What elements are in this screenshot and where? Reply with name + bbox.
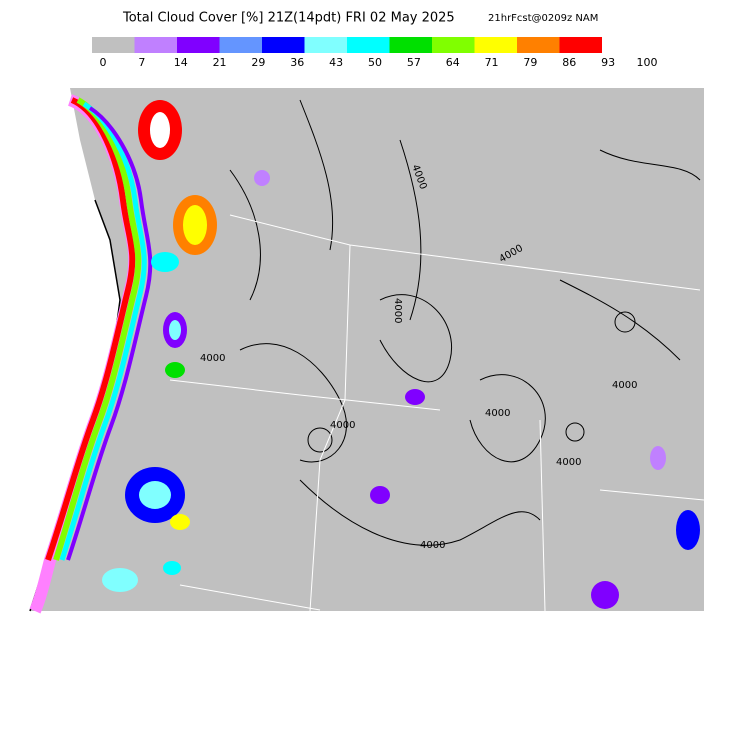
cloud-cell bbox=[676, 510, 700, 550]
colorbar-label: 43 bbox=[329, 56, 343, 69]
land bbox=[28, 88, 704, 611]
forecast-info: 21hrFcst@0209z NAM bbox=[488, 13, 598, 24]
color-swatch bbox=[474, 37, 517, 53]
colorbar-label: 21 bbox=[213, 56, 227, 69]
colorbar-label: 0 bbox=[100, 56, 107, 69]
cloud-cell bbox=[151, 252, 179, 272]
cloud-cell bbox=[254, 170, 270, 186]
cloud-cell bbox=[169, 320, 181, 340]
color-swatch bbox=[304, 37, 347, 53]
contour-label: 4000 bbox=[612, 380, 637, 391]
cloud-band bbox=[59, 101, 147, 561]
color-swatch bbox=[432, 37, 475, 53]
color-swatch bbox=[134, 37, 177, 53]
color-swatch bbox=[347, 37, 390, 53]
cloud-cell bbox=[139, 481, 171, 509]
colorbar-label: 64 bbox=[446, 56, 460, 69]
colorbar-label: 57 bbox=[407, 56, 421, 69]
colorbar-label: 93 bbox=[601, 56, 615, 69]
cloud-cell bbox=[183, 205, 207, 245]
colorbar-label: 79 bbox=[523, 56, 537, 69]
color-swatch bbox=[177, 37, 220, 53]
colorbar-label: 71 bbox=[485, 56, 499, 69]
color-swatch bbox=[559, 37, 602, 53]
cloud-cell bbox=[405, 389, 425, 405]
colorbar-label: 100 bbox=[637, 56, 658, 69]
colorbar-label: 36 bbox=[290, 56, 304, 69]
colorbar-label: 7 bbox=[138, 56, 145, 69]
cloud-cell bbox=[102, 568, 138, 592]
color-swatch bbox=[389, 37, 432, 53]
title: Total Cloud Cover [%] 21Z(14pdt) FRI 02 … bbox=[122, 11, 455, 26]
colorbar-label: 29 bbox=[251, 56, 265, 69]
ocean bbox=[28, 88, 120, 611]
cloud-cell bbox=[591, 581, 619, 609]
map: 4000 4000 4000 4000 4000 4000 4000 4000 … bbox=[28, 88, 705, 614]
cloud-cell bbox=[163, 561, 181, 575]
cloud-cell bbox=[150, 112, 170, 148]
cloud-cell bbox=[170, 514, 190, 530]
cloud-band bbox=[53, 97, 142, 561]
color-swatch bbox=[219, 37, 262, 53]
contour-label: 4000 bbox=[392, 298, 403, 323]
colorbar: 0 7 14 21 29 36 43 50 57 64 71 79 86 93 100 bbox=[92, 37, 658, 69]
contour-label: 4000 bbox=[420, 540, 445, 551]
contours bbox=[229, 99, 701, 546]
color-swatch bbox=[517, 37, 560, 53]
color-swatch bbox=[92, 37, 135, 53]
contour-label: 4000 bbox=[485, 408, 510, 419]
color-swatch bbox=[262, 37, 305, 53]
contour-label: 4000 bbox=[556, 457, 581, 468]
borders bbox=[169, 214, 705, 612]
colorbar-label: 14 bbox=[174, 56, 188, 69]
contour-label: 4000 bbox=[200, 353, 225, 364]
contour-label: 4000 bbox=[330, 420, 355, 431]
cloud-band bbox=[66, 106, 153, 561]
colorbar-label: 50 bbox=[368, 56, 382, 69]
cloud-cell bbox=[650, 446, 666, 470]
cloud-cell bbox=[165, 362, 185, 378]
cloud-band bbox=[45, 97, 136, 561]
colorbar-label: 86 bbox=[562, 56, 576, 69]
cloud-cell bbox=[370, 486, 390, 504]
